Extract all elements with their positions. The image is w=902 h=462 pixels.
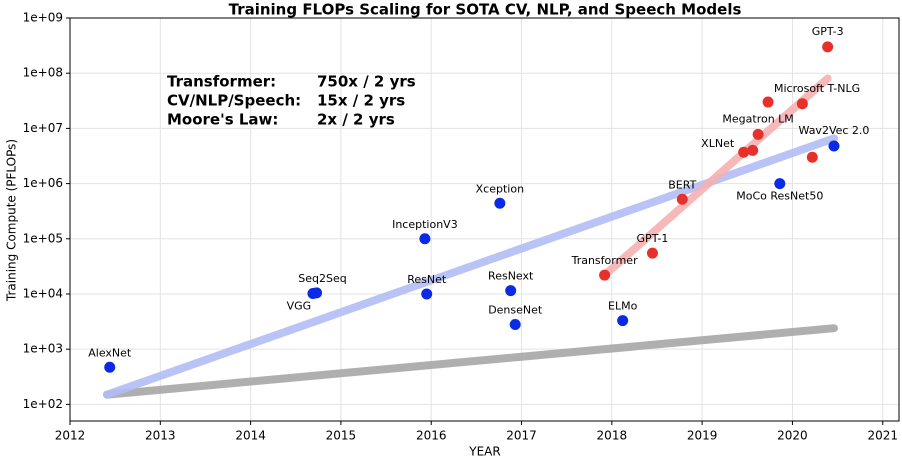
- plot-frame: [69, 17, 900, 422]
- point-label: ELMo: [608, 300, 638, 313]
- trend-line: [103, 134, 838, 399]
- annotation-label: Transformer:: [167, 73, 276, 91]
- data-point: [774, 178, 786, 190]
- point-label: VGG: [287, 300, 312, 313]
- point-label: AlexNet: [88, 346, 132, 359]
- x-tick-label: 2013: [145, 429, 176, 443]
- data-point: [762, 96, 774, 108]
- point-label: GPT-1: [637, 232, 669, 245]
- point-label: Microsoft T-NLG: [774, 82, 860, 95]
- x-tick-label: 2020: [777, 429, 808, 443]
- point-label: DenseNet: [488, 304, 543, 317]
- annotation-rate: 15x / 2 yrs: [317, 92, 405, 110]
- data-point: [311, 287, 323, 299]
- y-tick-label: 1e+06: [23, 176, 63, 190]
- y-tick-label: 1e+02: [23, 397, 63, 411]
- y-tick-label: 1e+04: [23, 286, 63, 300]
- data-point: [676, 193, 688, 205]
- x-tick-label: 2012: [55, 429, 86, 443]
- x-tick-label: 2018: [597, 429, 628, 443]
- data-point: [747, 144, 759, 156]
- point-label: Xception: [476, 182, 524, 195]
- data-point: [494, 197, 506, 209]
- y-tick-label: 1e+08: [23, 66, 63, 80]
- point-label: Megatron LM: [722, 112, 793, 125]
- point-label: GPT-3: [812, 25, 844, 38]
- annotation-label: Moore's Law:: [167, 111, 278, 129]
- point-label: ResNext: [488, 270, 534, 283]
- data-point: [806, 151, 818, 163]
- data-point: [419, 233, 431, 245]
- trend-line: [103, 324, 838, 399]
- point-label: InceptionV3: [392, 218, 458, 231]
- annotation-rate: 2x / 2 yrs: [317, 111, 395, 129]
- y-tick-label: 1e+07: [23, 121, 63, 135]
- chart-title: Training FLOPs Scaling for SOTA CV, NLP,…: [229, 1, 742, 19]
- x-tick-label: 2017: [506, 429, 537, 443]
- point-label: Seq2Seq: [298, 272, 346, 285]
- data-point: [822, 41, 834, 53]
- data-point: [828, 140, 840, 152]
- data-point: [752, 128, 764, 140]
- x-tick-label: 2015: [326, 429, 357, 443]
- data-point: [646, 247, 658, 259]
- point-label: XLNet: [701, 137, 735, 150]
- data-point: [738, 146, 750, 158]
- x-tick-label: 2021: [867, 429, 898, 443]
- data-point: [505, 285, 517, 297]
- y-tick-label: 1e+05: [23, 231, 63, 245]
- x-tick-label: 2014: [235, 429, 266, 443]
- data-point: [421, 288, 433, 300]
- x-tick-label: 2016: [416, 429, 447, 443]
- y-tick-label: 1e+03: [23, 342, 63, 356]
- point-label: ResNet: [407, 273, 447, 286]
- y-tick-label: 1e+09: [23, 11, 63, 25]
- x-axis-label: YEAR: [468, 445, 500, 459]
- trend-line: [600, 74, 832, 280]
- point-label: Transformer: [571, 254, 638, 267]
- point-label: Wav2Vec 2.0: [799, 124, 870, 137]
- point-label: BERT: [668, 178, 696, 191]
- data-point: [617, 315, 629, 327]
- data-point: [599, 269, 611, 281]
- annotation-rate: 750x / 2 yrs: [317, 73, 416, 91]
- data-point: [509, 319, 521, 331]
- point-label: MoCo ResNet50: [736, 190, 823, 203]
- x-tick-label: 2019: [687, 429, 718, 443]
- data-point: [104, 361, 116, 373]
- data-point: [796, 98, 808, 110]
- y-axis-label: Training Compute (PFLOPs): [5, 139, 19, 302]
- annotation-label: CV/NLP/Speech:: [167, 92, 301, 110]
